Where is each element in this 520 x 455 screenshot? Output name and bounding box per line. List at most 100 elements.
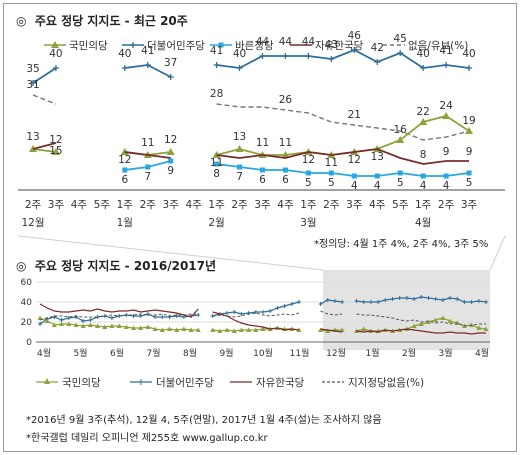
data-label-더불어민주당: 44 (279, 36, 293, 48)
data-label-국민의당: 11 (256, 137, 269, 149)
data-point-국민의당 (396, 136, 405, 143)
data-point-국민의당 (483, 326, 489, 331)
series-line-자유한국당 (212, 311, 300, 331)
data-point-더불어민주당 (476, 299, 481, 303)
data-label-자유한국당: 15 (49, 145, 62, 157)
x-tick-label: 2주 (438, 199, 455, 211)
month-label: 4월 (415, 217, 431, 229)
x-tick-label: 4주 (369, 199, 386, 211)
chart-title-2016-2017: ◎ 주요 정당 지지도 - 2016/2017년 (16, 259, 217, 273)
data-point-더불어민주당 (259, 53, 266, 59)
data-label-바른정당: 5 (397, 177, 404, 189)
data-point-국민의당 (66, 321, 72, 326)
justice-party-note: *정의당: 4월 1주 4%, 2주 4%, 3주 5% (314, 239, 489, 250)
data-point-더불어민주당 (361, 300, 366, 304)
data-point-더불어민주당 (88, 318, 93, 322)
data-label-국민의당: 19 (462, 115, 475, 127)
data-point-국민의당 (131, 325, 137, 330)
data-label-더불어민주당: 46 (348, 30, 362, 42)
zoom-connector-right (489, 235, 506, 271)
month-label: 3월 (300, 217, 316, 229)
data-point-더불어민주당 (236, 65, 243, 71)
x-month-label: 6월 (110, 347, 124, 359)
data-point-국민의당 (442, 112, 451, 119)
data-point-더불어민주당 (282, 304, 287, 308)
data-point-더불어민주당 (268, 309, 273, 313)
legend-label-국민의당: 국민의당 (69, 40, 108, 52)
legend-marker-국민의당 (51, 41, 59, 48)
data-point-더불어민주당 (374, 59, 381, 65)
data-point-국민의당 (73, 322, 79, 327)
data-point-국민의당 (231, 328, 237, 333)
legend-label-국민의당: 국민의당 (62, 377, 101, 389)
series-line-자유한국당 (356, 328, 486, 335)
data-point-더불어민주당 (213, 62, 220, 68)
legend-label-바른정당: 바른정당 (235, 40, 274, 52)
x-month-label: 8월 (183, 347, 197, 359)
x-tick-label: 3주 (163, 199, 180, 211)
data-label-국민의당: 13 (233, 131, 246, 143)
data-label-자유한국당: 12 (302, 154, 315, 166)
series-line-자유한국당 (39, 303, 199, 318)
y-tick-label: 20 (21, 318, 33, 328)
data-label-바른정당: 6 (121, 174, 128, 186)
data-point-국민의당 (109, 323, 115, 328)
data-label-자유한국당: 9 (443, 146, 450, 158)
data-point-바른정당 (443, 173, 449, 179)
data-label-더불어민주당: 44 (302, 36, 316, 48)
data-point-국민의당 (51, 148, 60, 155)
data-label-더불어민주당: 35 (26, 63, 39, 75)
x-tick-label: 5주 (392, 199, 409, 211)
x-tick-label: 2주 (25, 199, 42, 211)
data-point-더불어민주당 (420, 65, 427, 71)
legend-marker-바른정당 (218, 42, 224, 48)
data-point-더불어민주당 (484, 300, 488, 304)
data-label-자유한국당: 13 (371, 151, 384, 163)
x-month-label: 4월 (475, 347, 489, 359)
x-month-label: 10월 (253, 347, 273, 359)
data-point-국민의당 (138, 325, 144, 330)
data-point-국민의당 (44, 318, 50, 323)
data-label-자유한국당: 12 (118, 154, 131, 166)
data-point-더불어민주당 (368, 300, 373, 304)
data-label-더불어민주당: 40 (49, 48, 62, 60)
data-label-국민의당: 12 (49, 134, 62, 146)
data-label-바른정당: 6 (259, 174, 266, 186)
x-tick-label: 1주 (300, 199, 317, 211)
series-line-없음-유보 (32, 94, 57, 105)
data-point-국민의당 (217, 328, 223, 333)
data-label-바른정당: 5 (328, 177, 335, 189)
data-point-더불어민주당 (232, 310, 237, 314)
data-point-바른정당 (237, 164, 243, 170)
data-point-더불어민주당 (30, 80, 36, 86)
data-point-더불어민주당 (340, 300, 345, 304)
data-point-국민의당 (476, 325, 482, 330)
data-point-국민의당 (95, 323, 101, 328)
data-point-더불어민주당 (109, 316, 114, 320)
legend-label-자유한국당: 자유한국당 (256, 377, 305, 389)
data-point-더불어민주당 (433, 297, 438, 301)
data-label-국민의당: 11 (141, 137, 154, 149)
series-line-지지정당없음 (356, 313, 486, 327)
data-point-국민의당 (37, 315, 43, 320)
data-label-없음-유보: 31 (26, 79, 39, 91)
series-line-없음-유보 (216, 103, 470, 141)
x-month-label: 7월 (146, 347, 160, 359)
x-tick-label: 2주 (323, 199, 340, 211)
data-label-자유한국당: 12 (348, 154, 361, 166)
y-tick-label: 0 (26, 338, 32, 348)
bullseye-icon: ◎ (16, 259, 27, 273)
x-tick-label: 1주 (208, 199, 225, 211)
data-point-국민의당 (102, 324, 108, 329)
data-label-더불어민주당: 42 (371, 42, 384, 54)
data-label-더불어민주당: 40 (416, 48, 429, 60)
series-line-자유한국당 (124, 151, 171, 159)
legend-marker-더불어민주당 (138, 379, 144, 385)
x-tick-label: 3주 (48, 199, 65, 211)
data-label-더불어민주당: 41 (210, 45, 223, 57)
data-label-바른정당: 6 (282, 174, 289, 186)
data-point-국민의당 (51, 322, 57, 327)
legend-label-자유한국당: 자유한국당 (315, 40, 364, 52)
data-label-더불어민주당: 37 (164, 57, 177, 69)
